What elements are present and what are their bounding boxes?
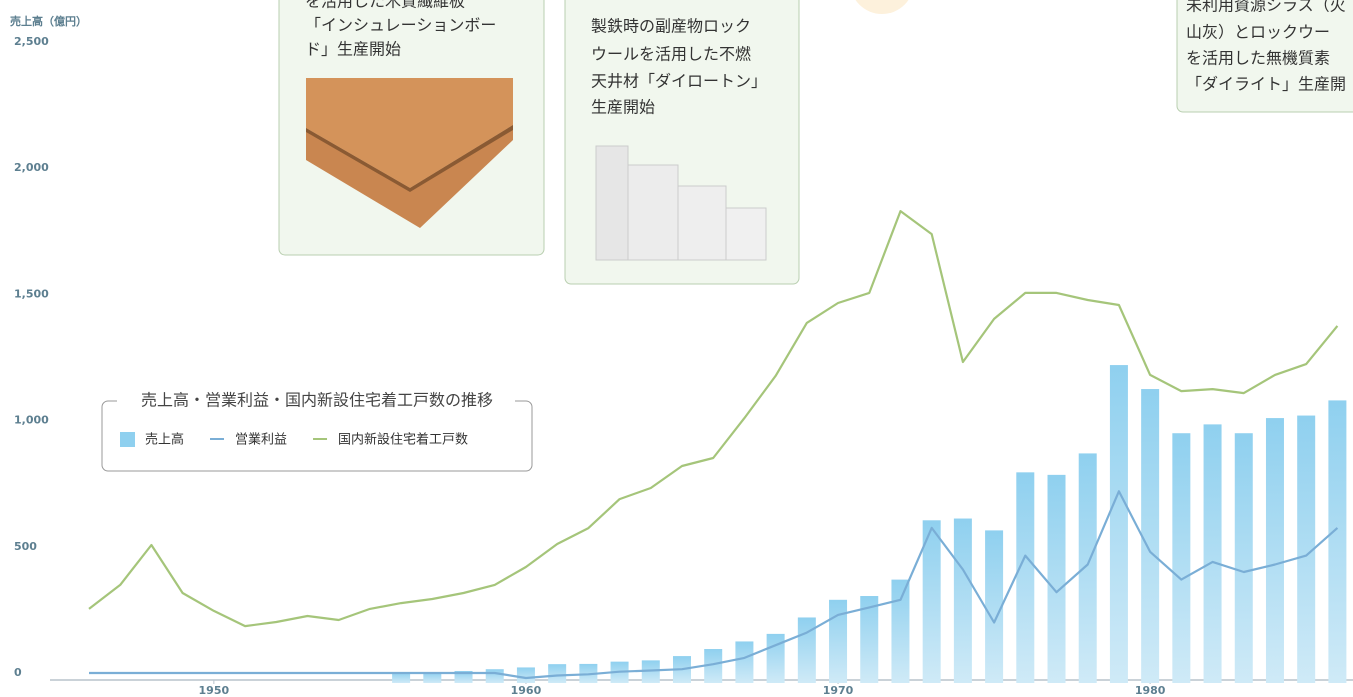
y-tick-label: 1,000: [14, 414, 49, 427]
callout: 製鉄時の副産物ロック ウールを活用した不燃 天井材「ダイロートン」 生産開始: [564, 0, 800, 285]
bar: [1109, 365, 1128, 683]
bar: [641, 660, 660, 683]
callout-text: 「ダイライト」生産開: [1186, 75, 1346, 94]
bar: [392, 672, 411, 683]
callout-text: を活用した木質繊維板: [305, 0, 465, 11]
callout-text: ド」生産開始: [305, 40, 401, 59]
callout-text: ウールを活用した不燃: [591, 45, 751, 64]
bar: [891, 579, 910, 683]
bar: [548, 664, 567, 683]
bar: [953, 518, 972, 683]
bar: [860, 596, 879, 683]
y-tick-label: 1,500: [14, 287, 49, 300]
bar: [766, 633, 785, 683]
bar: [1265, 418, 1284, 683]
bar: [735, 641, 754, 683]
bar: [922, 520, 941, 683]
legend-label: 国内新設住宅着工戸数: [338, 432, 468, 448]
legend-swatch: [120, 432, 135, 447]
y-tick-label: 2,500: [14, 35, 49, 48]
bar: [485, 669, 504, 683]
callout-text: 「インシュレーションボー: [305, 16, 496, 35]
legend-label: 売上高: [145, 432, 184, 448]
bar: [1141, 389, 1160, 683]
decor-circle: [855, 0, 909, 14]
bar: [1078, 453, 1097, 683]
bar: [1172, 433, 1191, 683]
bar: [516, 667, 535, 683]
bar: [1047, 474, 1066, 683]
y-tick-label: 500: [14, 540, 37, 553]
callout: を活用した木質繊維板 「インシュレーションボー ド」生産開始: [278, 0, 545, 256]
legend-label: 営業利益: [235, 432, 287, 448]
line: [89, 490, 1339, 680]
callout-text: 天井材「ダイロートン」: [591, 72, 767, 91]
callout-text: 山灰）とロックウー: [1186, 23, 1330, 42]
callout-text: を活用した無機質素: [1186, 49, 1330, 68]
y-tick-label: 0: [14, 666, 22, 679]
x-tick-label: 1970: [823, 684, 854, 697]
line: [88, 210, 1339, 628]
bar: [829, 599, 848, 683]
legend-title: 売上高・営業利益・国内新設住宅着工戸数の推移: [141, 391, 493, 410]
x-tick-label: 1950: [199, 684, 230, 697]
bar: [423, 672, 442, 683]
bar: [704, 649, 723, 683]
bar: [1203, 424, 1222, 683]
bar: [1016, 472, 1035, 683]
bar: [985, 530, 1004, 683]
bar: [1297, 415, 1316, 683]
callout-text: 未利用資源シラス（火: [1186, 0, 1346, 15]
legend: 売上高・営業利益・国内新設住宅着工戸数の推移 売上高 営業利益 国内新設住宅着工戸数: [101, 391, 533, 472]
bar: [1234, 433, 1253, 683]
callout-text: 生産開始: [591, 98, 655, 117]
callout: 未利用資源シラス（火 山灰）とロックウー を活用した無機質素 「ダイライト」生産…: [1176, 0, 1353, 113]
y-tick-label: 2,000: [14, 161, 49, 174]
bar: [797, 617, 816, 683]
y-axis-label: 売上高（億円）: [10, 14, 87, 28]
x-tick-label: 1980: [1135, 684, 1166, 697]
x-tick-label: 1960: [511, 684, 542, 697]
callout-text: 製鉄時の副産物ロック: [591, 17, 751, 36]
bar: [1328, 400, 1347, 683]
